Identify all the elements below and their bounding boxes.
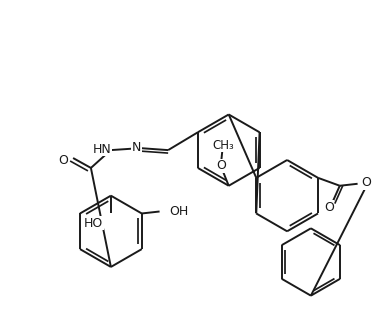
Text: CH₃: CH₃ [212, 139, 234, 152]
Text: HN: HN [93, 143, 112, 156]
Text: HO: HO [84, 217, 103, 230]
Text: O: O [216, 159, 226, 173]
Text: O: O [324, 201, 334, 214]
Text: O: O [58, 154, 68, 166]
Text: O: O [362, 176, 371, 189]
Text: N: N [132, 141, 141, 154]
Text: OH: OH [170, 205, 189, 218]
